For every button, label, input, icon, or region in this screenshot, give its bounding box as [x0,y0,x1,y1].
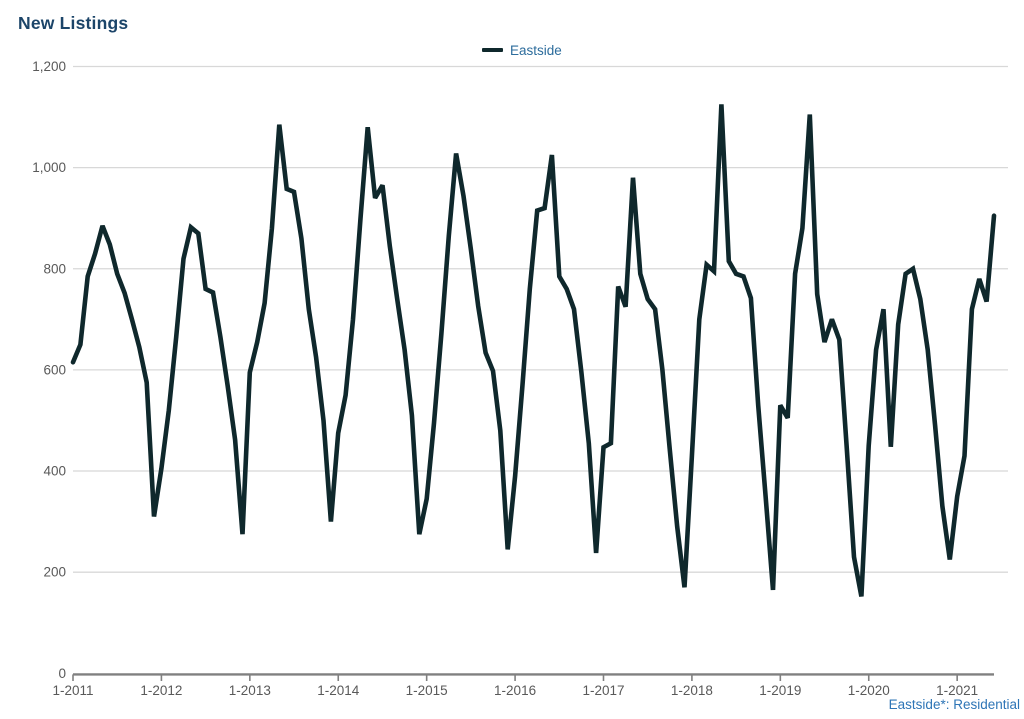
y-axis-label-0: 0 [58,666,66,681]
y-axis-label-1,000: 1,000 [32,160,66,175]
x-axis-label-1-2011: 1-2011 [52,683,93,698]
x-axis-label-1-2021: 1-2021 [936,683,978,698]
x-axis-label-1-2016: 1-2016 [494,683,536,698]
x-axis-label-1-2019: 1-2019 [759,683,801,698]
x-axis-label-1-2013: 1-2013 [229,683,271,698]
y-axis-label-800: 800 [43,261,66,276]
x-axis-label-1-2015: 1-2015 [406,683,448,698]
y-axis-label-1,200: 1,200 [32,59,66,74]
x-axis-label-1-2014: 1-2014 [317,683,360,698]
x-axis-label-1-2018: 1-2018 [671,683,713,698]
x-axis-label-1-2020: 1-2020 [848,683,890,698]
legend-label: Eastside [510,42,562,58]
x-axis-label-1-2012: 1-2012 [140,683,182,698]
legend-item-eastside[interactable]: Eastside [482,42,562,58]
page-title: New Listings [18,13,129,33]
y-axis-label-400: 400 [43,464,66,479]
y-axis-label-200: 200 [43,565,66,580]
series-line-eastside [70,104,997,597]
legend-line-swatch [482,47,503,53]
x-axis-label-1-2017: 1-2017 [582,683,624,698]
y-axis-label-600: 600 [43,362,66,377]
footnote-text: Eastside*: Residential [888,697,1020,712]
